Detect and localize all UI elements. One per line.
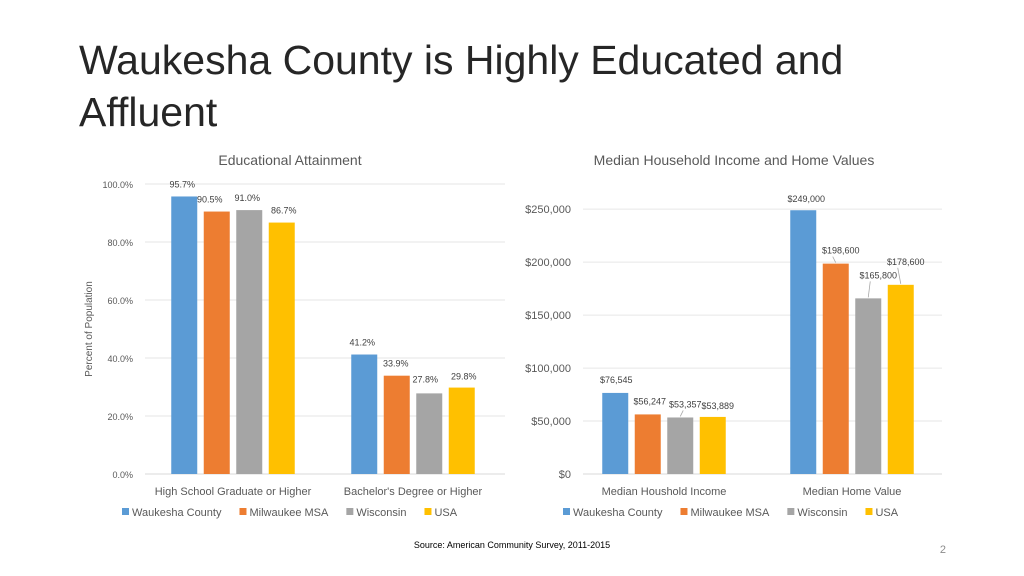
slide-title: Waukesha County is Highly Educated and A…	[79, 37, 844, 135]
data-label: 90.5%	[197, 195, 223, 205]
legend-entry: USA	[434, 507, 457, 519]
legend-swatch	[346, 508, 354, 515]
leader-line	[679, 410, 684, 417]
data-label: $53,357	[669, 399, 702, 409]
bar	[203, 211, 230, 475]
leader-line	[897, 267, 902, 284]
bar	[171, 196, 198, 474]
y-tick-label: $200,000	[525, 257, 571, 269]
category-label: High School Graduate or Higher	[155, 486, 312, 498]
y-tick-label: $0	[559, 469, 571, 481]
bar	[416, 393, 443, 474]
data-label: $53,889	[701, 401, 734, 411]
y-tick-label: $100,000	[525, 363, 571, 375]
data-label: $165,800	[859, 270, 897, 280]
legend-swatch	[680, 508, 688, 515]
legend-swatch	[865, 508, 873, 515]
data-label: $76,545	[600, 375, 633, 385]
data-label: 91.0%	[234, 193, 260, 203]
legend-swatch	[563, 508, 570, 515]
bar	[855, 298, 882, 474]
legend-entry: Waukesha County	[573, 507, 663, 519]
legend-entry: Wisconsin	[356, 507, 406, 519]
bar	[351, 354, 378, 474]
legend-entry: Wisconsin	[797, 507, 847, 519]
data-label: 95.7%	[169, 179, 195, 189]
data-label: 41.2%	[349, 338, 375, 348]
bar	[634, 414, 661, 474]
chart-title: Median Household Income and Home Values	[594, 152, 875, 168]
y-tick-label: 60.0%	[107, 296, 133, 306]
data-label: 33.9%	[383, 359, 409, 369]
legend-entry: USA	[875, 507, 898, 519]
data-label: 27.8%	[412, 374, 438, 384]
source-note: Source: American Community Survey, 2011-…	[413, 540, 611, 550]
data-label: $249,000	[787, 194, 825, 204]
legend-entry: Waukesha County	[132, 507, 222, 519]
data-label: 86.7%	[271, 206, 297, 216]
y-tick-label: $50,000	[531, 416, 571, 428]
legend-swatch	[424, 508, 432, 515]
bar	[699, 416, 726, 474]
y-tick-label: 20.0%	[107, 412, 133, 422]
legend-swatch	[239, 508, 247, 515]
bar	[448, 387, 475, 474]
bar	[790, 210, 817, 474]
data-label: 29.8%	[451, 372, 477, 382]
y-axis-label: Percent of Population	[84, 281, 95, 377]
data-label: $56,247	[633, 396, 666, 406]
chart-income-home-values: Median Household Income and Home Values $…	[525, 152, 942, 519]
chart-educational-attainment: Educational Attainment 0.0% 20.0% 40.0% 60.0…	[84, 152, 505, 519]
slide-number: 2	[939, 544, 946, 556]
bar	[822, 263, 849, 474]
data-label: $198,600	[822, 246, 860, 256]
y-tick-label: 0.0%	[112, 470, 133, 480]
leader-line	[832, 256, 837, 263]
y-tick-label: 100.0%	[102, 180, 133, 190]
bar	[383, 375, 410, 474]
legend-swatch	[787, 508, 795, 515]
bar	[268, 222, 295, 474]
y-tick-label: 80.0%	[107, 238, 133, 248]
chart-title: Educational Attainment	[218, 152, 361, 168]
bar	[602, 392, 629, 474]
category-label: Median Houshold Income	[602, 486, 727, 498]
y-tick-label: 40.0%	[107, 354, 133, 364]
legend-entry: Milwaukee MSA	[249, 507, 329, 519]
bar	[887, 284, 914, 474]
legend-swatch	[122, 508, 129, 515]
data-label: $178,600	[887, 257, 925, 267]
leader-line	[867, 281, 871, 298]
category-label: Median Home Value	[803, 486, 902, 498]
y-tick-label: $150,000	[525, 310, 571, 322]
bar	[236, 210, 263, 474]
legend-entry: Milwaukee MSA	[690, 507, 770, 519]
bar	[667, 417, 694, 474]
category-label: Bachelor's Degree or Higher	[344, 486, 483, 498]
y-tick-label: $250,000	[525, 204, 571, 216]
